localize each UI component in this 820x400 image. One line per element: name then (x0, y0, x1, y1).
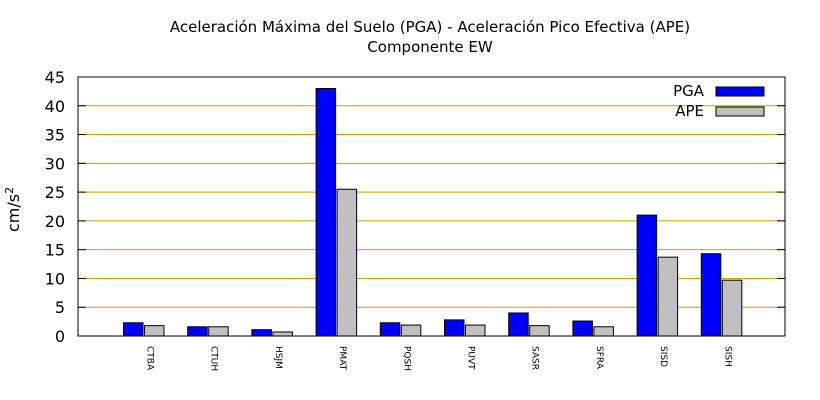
y-axis-label-exponent: 2 (3, 187, 16, 194)
bar-pga-ctuh (187, 326, 208, 337)
x-tick-label: PMAT (337, 346, 347, 371)
gridlines (78, 105, 785, 308)
x-tick-label: CTBA (145, 346, 155, 371)
x-tick-label: SISH (722, 346, 732, 367)
bar-ape-sisd (657, 256, 679, 337)
bars (123, 88, 743, 337)
legend: PGA APE (673, 82, 765, 120)
bar-pga-puvt (444, 319, 465, 337)
y-tick-label: 20 (45, 212, 65, 231)
legend-swatch (715, 106, 765, 117)
x-tick-label: PUVT (466, 346, 476, 370)
x-tick-label: SISD (658, 346, 668, 367)
bar-pga-sfra (572, 320, 593, 337)
bar-ape-pmat (336, 188, 358, 337)
bar-ape-sasr (529, 325, 550, 337)
bar-ape-puvt (465, 324, 486, 337)
legend-label: APE (675, 102, 704, 120)
bar-ape-pqsh (400, 324, 422, 337)
x-tick-label: CTUH (209, 346, 219, 371)
bar-pga-sasr (508, 312, 529, 337)
bar-ape-ctuh (208, 326, 229, 337)
y-axis-ticks: 0 5 10 15 20 25 30 35 40 45 (45, 68, 785, 346)
y-axis-label: cm/s2 (3, 187, 23, 232)
x-tick-label: SASR (530, 346, 540, 370)
bar-ape-sfra (593, 326, 614, 337)
y-tick-label: 40 (45, 97, 65, 116)
plot-frame (77, 76, 786, 337)
x-tick-label: HSJM (273, 346, 283, 369)
bar-ape-sish (721, 279, 743, 337)
y-tick-label: 35 (45, 126, 65, 145)
y-axis-label-unit: cm/s (4, 194, 23, 232)
y-tick-label: 15 (45, 241, 65, 260)
y-tick-label: 10 (45, 269, 65, 288)
bar-pga-sish (700, 253, 722, 337)
chart-title: Aceleración Máxima del Suelo (PGA) - Ace… (170, 18, 690, 36)
chart-subtitle: Componente EW (367, 38, 493, 56)
y-tick-label: 5 (55, 298, 65, 317)
bar-pga-hsjm (251, 329, 272, 337)
legend-label: PGA (673, 82, 705, 100)
bar-ape-hsjm (272, 331, 293, 337)
y-tick-label: 45 (45, 68, 65, 87)
y-tick-label: 30 (45, 154, 65, 173)
y-tick-label: 0 (55, 327, 65, 346)
legend-swatch (715, 86, 765, 97)
x-tick-label: SFRA (594, 346, 604, 370)
bar-ape-ctba (144, 325, 165, 337)
bar-pga-pmat (315, 88, 337, 337)
bar-pga-pqsh (379, 322, 401, 337)
bar-pga-sisd (636, 214, 658, 337)
x-tick-label: PQSH (401, 346, 411, 371)
x-axis-ticks: CTBA CTUH HSJM PMAT PQSH PUVT SASR SFRA SISD SISH (145, 346, 733, 371)
bar-pga-ctba (123, 322, 144, 337)
y-tick-label: 25 (45, 183, 65, 202)
